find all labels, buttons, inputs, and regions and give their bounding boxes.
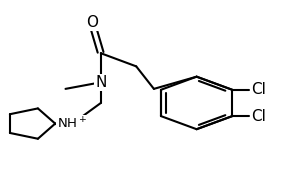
Text: Cl: Cl bbox=[251, 82, 266, 97]
Text: N: N bbox=[95, 75, 107, 90]
Text: Cl: Cl bbox=[251, 108, 266, 124]
Text: O: O bbox=[86, 15, 98, 30]
Text: NH$^+$: NH$^+$ bbox=[57, 116, 87, 131]
